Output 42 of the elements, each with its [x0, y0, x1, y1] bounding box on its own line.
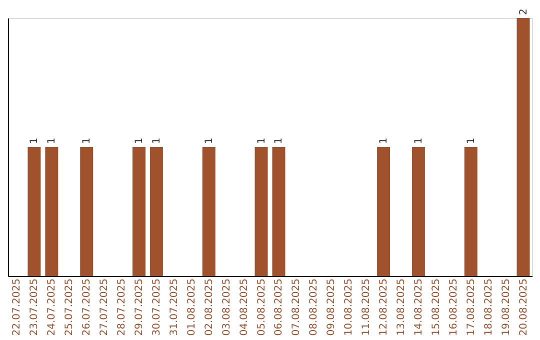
x-tick-label: 14.08.2025 — [413, 278, 424, 336]
x-tick-label: 05.08.2025 — [256, 278, 268, 336]
x-tick-label: 18.08.2025 — [483, 278, 494, 336]
x-tick-label: 30.07.2025 — [151, 278, 162, 336]
x-tick-label: 25.07.2025 — [64, 278, 76, 336]
data-label: 1 — [274, 138, 285, 144]
data-label: 1 — [82, 138, 93, 144]
x-tick-label: 23.07.2025 — [29, 278, 40, 336]
x-tick-label: 04.08.2025 — [238, 278, 250, 336]
data-label: 1 — [151, 138, 162, 144]
x-tick-label: 09.08.2025 — [326, 278, 338, 336]
x-tick-label: 12.08.2025 — [378, 278, 390, 336]
x-tick-label: 07.08.2025 — [291, 278, 302, 336]
x-tick-label: 22.07.2025 — [12, 278, 23, 336]
x-tick-label: 10.08.2025 — [344, 278, 355, 336]
data-label: 1 — [256, 138, 268, 144]
x-tick-label: 15.08.2025 — [430, 278, 442, 336]
data-label: 1 — [29, 138, 40, 144]
x-tick-label: 24.07.2025 — [46, 278, 58, 336]
x-tick-label: 06.08.2025 — [274, 278, 285, 336]
x-tick-label: 03.08.2025 — [221, 278, 232, 336]
data-label: 1 — [378, 138, 390, 144]
x-tick-label: 19.08.2025 — [500, 278, 512, 336]
x-tick-label: 16.08.2025 — [448, 278, 460, 336]
x-tick-label: 26.07.2025 — [82, 278, 93, 336]
x-tick-label: 28.07.2025 — [116, 278, 128, 336]
x-tick-label: 20.08.2025 — [518, 278, 530, 336]
data-label: 1 — [413, 138, 424, 144]
x-tick-label: 17.08.2025 — [466, 278, 477, 336]
x-tick-label: 29.07.2025 — [134, 278, 145, 336]
x-tick-label: 08.08.2025 — [308, 278, 320, 336]
data-label: 1 — [46, 138, 58, 144]
x-tick-label: 27.07.2025 — [99, 278, 110, 336]
data-label: 2 — [518, 8, 530, 15]
x-tick-label: 11.08.2025 — [361, 278, 372, 336]
data-label: 1 — [134, 138, 145, 144]
x-tick-label: 31.07.2025 — [168, 278, 180, 336]
x-tick-label: 02.08.2025 — [204, 278, 215, 336]
x-tick-label: 01.08.2025 — [186, 278, 198, 336]
data-label: 1 — [204, 138, 215, 144]
data-label: 1 — [466, 138, 477, 144]
x-tick-label: 13.08.2025 — [396, 278, 407, 336]
